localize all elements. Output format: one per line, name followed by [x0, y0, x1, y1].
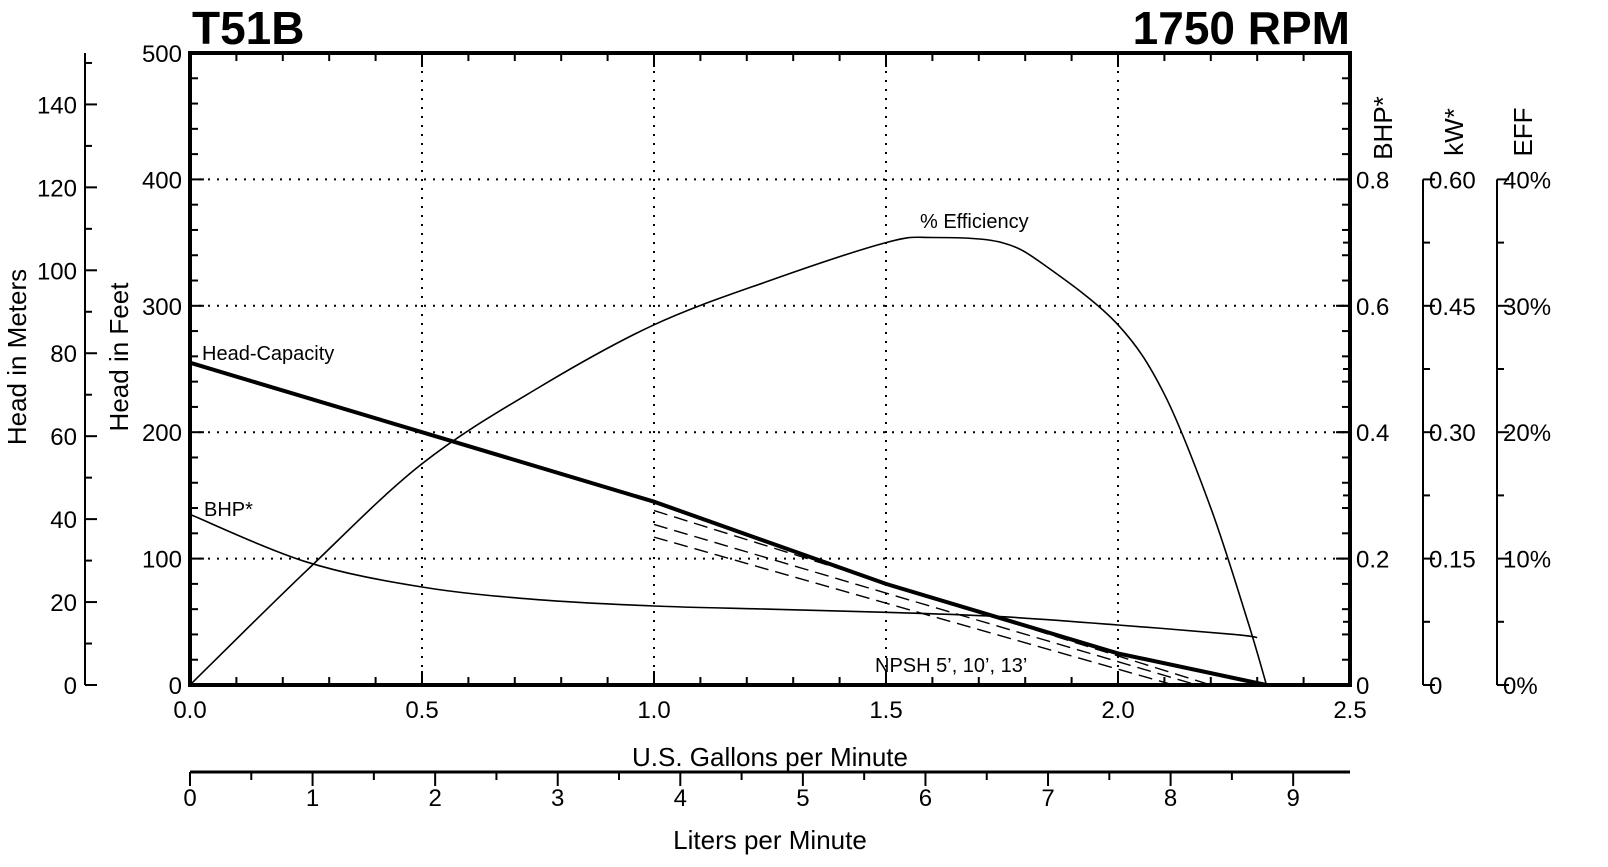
y-meters-tick-label-4: 80 [50, 341, 77, 368]
eff-tick-label-1: 10% [1503, 547, 1551, 574]
lpm-tick-label-1: 1 [306, 785, 319, 812]
grid-lines [190, 53, 1350, 685]
bhp-tick-label-0: 0 [1356, 673, 1369, 700]
y-meters-tick-label-3: 60 [50, 424, 77, 451]
lpm-tick-label-3: 3 [551, 785, 564, 812]
lpm-tick-label-6: 6 [919, 785, 932, 812]
x-tick-label-5: 2.5 [1333, 697, 1366, 724]
eff-tick-label-0: 0% [1503, 673, 1538, 700]
y-feet-tick-label-5: 500 [142, 41, 182, 68]
bhp-tick-label-4: 0.8 [1356, 167, 1389, 194]
eff-tick-label-2: 20% [1503, 420, 1551, 447]
y-feet-tick-label-3: 300 [142, 294, 182, 321]
lpm-tick-label-2: 2 [428, 785, 441, 812]
npsh-line-0 [653, 509, 1212, 686]
y-feet-tick-label-1: 100 [142, 547, 182, 574]
kw-tick-label-2: 0.30 [1429, 420, 1476, 447]
label-efficiency: % Efficiency [920, 211, 1029, 233]
bhp-curve [189, 513, 1258, 639]
plot-frame [188, 51, 1352, 687]
y-feet-tick-label-0: 0 [169, 673, 182, 700]
eff-tick-label-4: 40% [1503, 167, 1551, 194]
y-axis-label-meters: Head in Meters [2, 269, 32, 445]
x-tick-label-3: 1.5 [869, 697, 902, 724]
lpm-tick-label-9: 9 [1287, 785, 1300, 812]
lpm-tick-label-5: 5 [796, 785, 809, 812]
x-tick-label-2: 1.0 [637, 697, 670, 724]
efficiency-curve [189, 236, 1268, 686]
npsh-line-1 [653, 523, 1198, 686]
x-tick-label-4: 2.0 [1101, 697, 1134, 724]
y-axis-label-feet: Head in Feet [104, 282, 134, 432]
chart-title-speed: 1750 RPM [1133, 2, 1350, 54]
head-capacity-curve [189, 360, 1267, 687]
y-meters-tick-label-2: 40 [50, 507, 77, 534]
y-meters-tick-label-6: 120 [37, 175, 77, 202]
npsh-line-2 [653, 536, 1174, 686]
y-meters-tick-label-5: 100 [37, 258, 77, 285]
y-axis-label-bhp: BHP* [1368, 96, 1398, 160]
tick-labels: 0.0 0.5 1.0 1.5 2.0 2.50100200300400500020406… [37, 41, 1551, 812]
y-feet-tick-label-4: 400 [142, 167, 182, 194]
kw-tick-label-3: 0.45 [1429, 294, 1476, 321]
series-curves [189, 236, 1268, 687]
lpm-tick-label-4: 4 [674, 785, 687, 812]
kw-tick-label-1: 0.15 [1429, 547, 1476, 574]
y-axis-label-eff: EFF [1508, 107, 1538, 156]
label-bhp: BHP* [204, 499, 253, 521]
eff-tick-label-3: 30% [1503, 294, 1551, 321]
bhp-tick-label-2: 0.4 [1356, 420, 1389, 447]
x-axis-label-secondary: Liters per Minute [673, 825, 867, 855]
y-meters-tick-label-0: 0 [64, 673, 77, 700]
bhp-tick-label-1: 0.2 [1356, 547, 1389, 574]
label-npsh: NPSH 5’, 10’, 13’ [875, 655, 1027, 677]
x-tick-label-0: 0.0 [173, 697, 206, 724]
label-head-capacity: Head-Capacity [202, 343, 334, 365]
axes [84, 51, 1509, 786]
lpm-tick-label-7: 7 [1041, 785, 1054, 812]
y-axis-label-kw: kW* [1439, 108, 1469, 156]
x-axis-label: U.S. Gallons per Minute [632, 742, 908, 772]
lpm-tick-label-0: 0 [183, 785, 196, 812]
lpm-tick-label-8: 8 [1164, 785, 1177, 812]
y-meters-tick-label-7: 140 [37, 92, 77, 119]
kw-tick-label-4: 0.60 [1429, 167, 1476, 194]
kw-tick-label-0: 0 [1429, 673, 1442, 700]
x-tick-label-1: 0.5 [405, 697, 438, 724]
y-meters-tick-label-1: 20 [50, 590, 77, 617]
y-feet-tick-label-2: 200 [142, 420, 182, 447]
bhp-tick-label-3: 0.6 [1356, 294, 1389, 321]
chart-title-model: T51B [192, 2, 304, 54]
